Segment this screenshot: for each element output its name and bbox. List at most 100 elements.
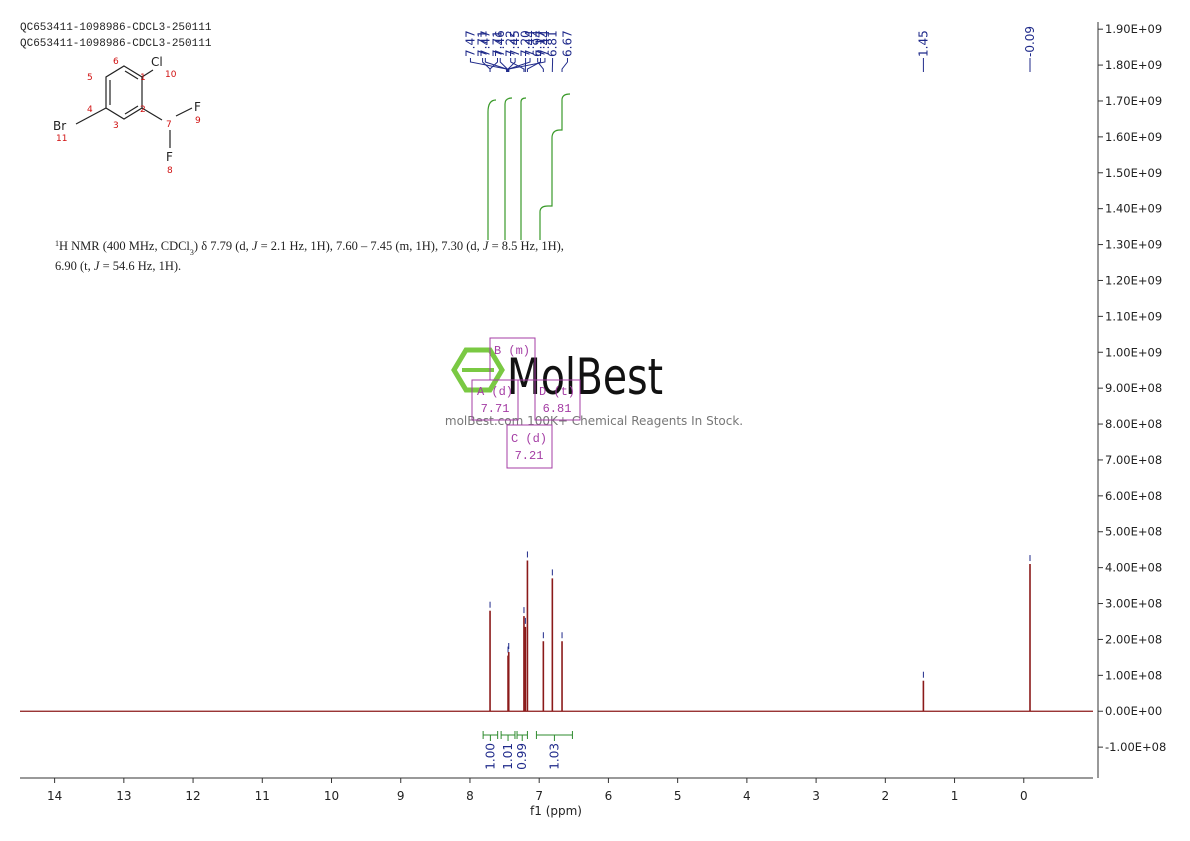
x-tick-label: 1 [951,789,959,803]
x-tick-label: 5 [674,789,682,803]
atom: Br [53,119,66,133]
integral-value: 1.00 [483,743,497,770]
y-tick-label: 5.00E+08 [1105,525,1162,539]
y-tick-label: 1.20E+09 [1105,273,1162,287]
peak-label: 6.81 [546,30,560,57]
multiplet-shift: 7.71 [481,402,510,416]
atom-number: 3 [113,121,119,131]
description-part: H NMR (400 MHz, CDCl [59,239,190,253]
integral-bracket [482,731,499,741]
y-tick-label: 0.00E+00 [1105,704,1162,718]
peak-label: 7.22 [504,30,518,57]
y-tick-label: 1.10E+09 [1105,309,1162,323]
logo-subtext: molBest.com 100K+ Chemical Reagents In S… [445,414,743,428]
x-tick-label: 9 [397,789,405,803]
y-tick-label: 8.00E+08 [1105,417,1162,431]
double-bonds [109,70,139,115]
y-tick-label: 1.90E+09 [1105,22,1162,36]
atom-number: 2 [140,105,146,115]
atom-number: 1 [140,73,146,83]
peak-label: 7.71 [490,30,504,57]
peak-label-connector [499,58,508,72]
description: 6.90 (t, J = 54.6 Hz, 1H). [55,259,181,273]
atom-number: 6 [113,57,119,67]
description: 1H NMR (400 MHz, CDCl3) δ 7.79 (d, J = 2… [55,239,564,257]
peak-label-connector [484,58,508,72]
x-axis-title: f1 (ppm) [530,804,582,818]
peak-label: -0.09 [1023,26,1037,57]
x-tick-label: 10 [324,789,339,803]
description-part: = 54.6 Hz, 1H). [99,259,181,273]
peak-label-connector [489,58,498,72]
logo-text: MolBest [507,348,663,406]
x-tick-label: 6 [605,789,613,803]
peak-label: 7.47 [478,30,492,57]
y-tick-label: 1.80E+09 [1105,58,1162,72]
description-part: J [252,239,259,253]
description-part: ) δ 7.79 (d, [194,239,252,253]
y-tick-label: 7.00E+08 [1105,453,1162,467]
peak-label: 7.46 [493,30,507,57]
peak-label-connector [537,58,544,72]
integral-bracket [516,731,528,741]
integral-value: 1.03 [547,743,561,770]
structure: Cl 10 6 5 1 4 2 3 Br 11 7 F 9 F 8 [53,55,201,176]
peak-label-connector [526,58,541,72]
x-tick-label: 11 [255,789,270,803]
multiplet-boxes: B (m) A (d) 7.71 D (t) 6.81 C (d) 7.21 [471,337,581,469]
peak-label-connector [561,58,568,72]
y-tick-label: 1.50E+09 [1105,166,1162,180]
header-line: QC653411-1098986-CDCL3-250111 [20,22,212,34]
bonds [75,69,193,148]
x-tick-label: 12 [185,789,200,803]
peak-label: 6.94 [531,30,545,57]
x-tick-label: 13 [116,789,131,803]
y-tick-label: 4.00E+08 [1105,561,1162,575]
y-tick-label: 9.00E+08 [1105,381,1162,395]
multiplet-shift: 6.81 [543,402,572,416]
atom-number: 7 [166,120,172,130]
description-part: J [94,259,101,273]
atom-number: 10 [165,70,177,80]
x-tick-label: 7 [535,789,543,803]
peak-label: 7.44 [538,30,552,57]
atom-number: 9 [195,116,201,126]
peak-label: 1.45 [916,30,930,57]
header-line: QC653411-1098986-CDCL3-250111 [20,38,212,50]
peak-label-connector [507,58,516,72]
description-part: J [483,239,490,253]
y-tick-label: 6.00E+08 [1105,489,1162,503]
peak-label: 7.17 [533,30,547,57]
y-tick-label: 1.70E+09 [1105,94,1162,108]
x-tick-label: 14 [47,789,62,803]
ring [105,65,143,120]
multiplet-shift: 7.21 [515,449,544,463]
x-tick-label: 0 [1020,789,1028,803]
y-tick-label: 1.00E+09 [1105,345,1162,359]
multiplet-label: A (d) [477,385,513,399]
multiplet-label: B (m) [494,344,530,358]
x-tick-label: 4 [743,789,751,803]
peak-label: 7.44 [523,30,537,57]
atom-number: 8 [167,166,173,176]
peak-label-connector [510,58,525,72]
multiplet-box [506,424,553,469]
y-tick-label: 2.00E+08 [1105,632,1162,646]
atom-number: 5 [87,73,93,83]
y-tick-label: 1.60E+09 [1105,130,1162,144]
integral-curve [487,93,571,240]
description-part: 6.90 (t, [55,259,94,273]
description-part: = 8.5 Hz, 1H), [488,239,563,253]
peak-label: 6.67 [560,30,574,57]
integral-value: 1.01 [501,743,515,770]
peak-label: 7.20 [519,30,533,57]
peak-label-connector [508,58,546,72]
x-tick-label: 3 [812,789,820,803]
atom: F [194,100,201,114]
peak-label: 7.45 [508,30,522,57]
description-part: = 2.1 Hz, 1H), 7.60 – 7.45 (m, 1H), 7.30… [257,239,482,253]
atom-number: 11 [56,134,67,144]
peak-label-connector [469,58,508,72]
y-tick-label: 1.40E+09 [1105,202,1162,216]
